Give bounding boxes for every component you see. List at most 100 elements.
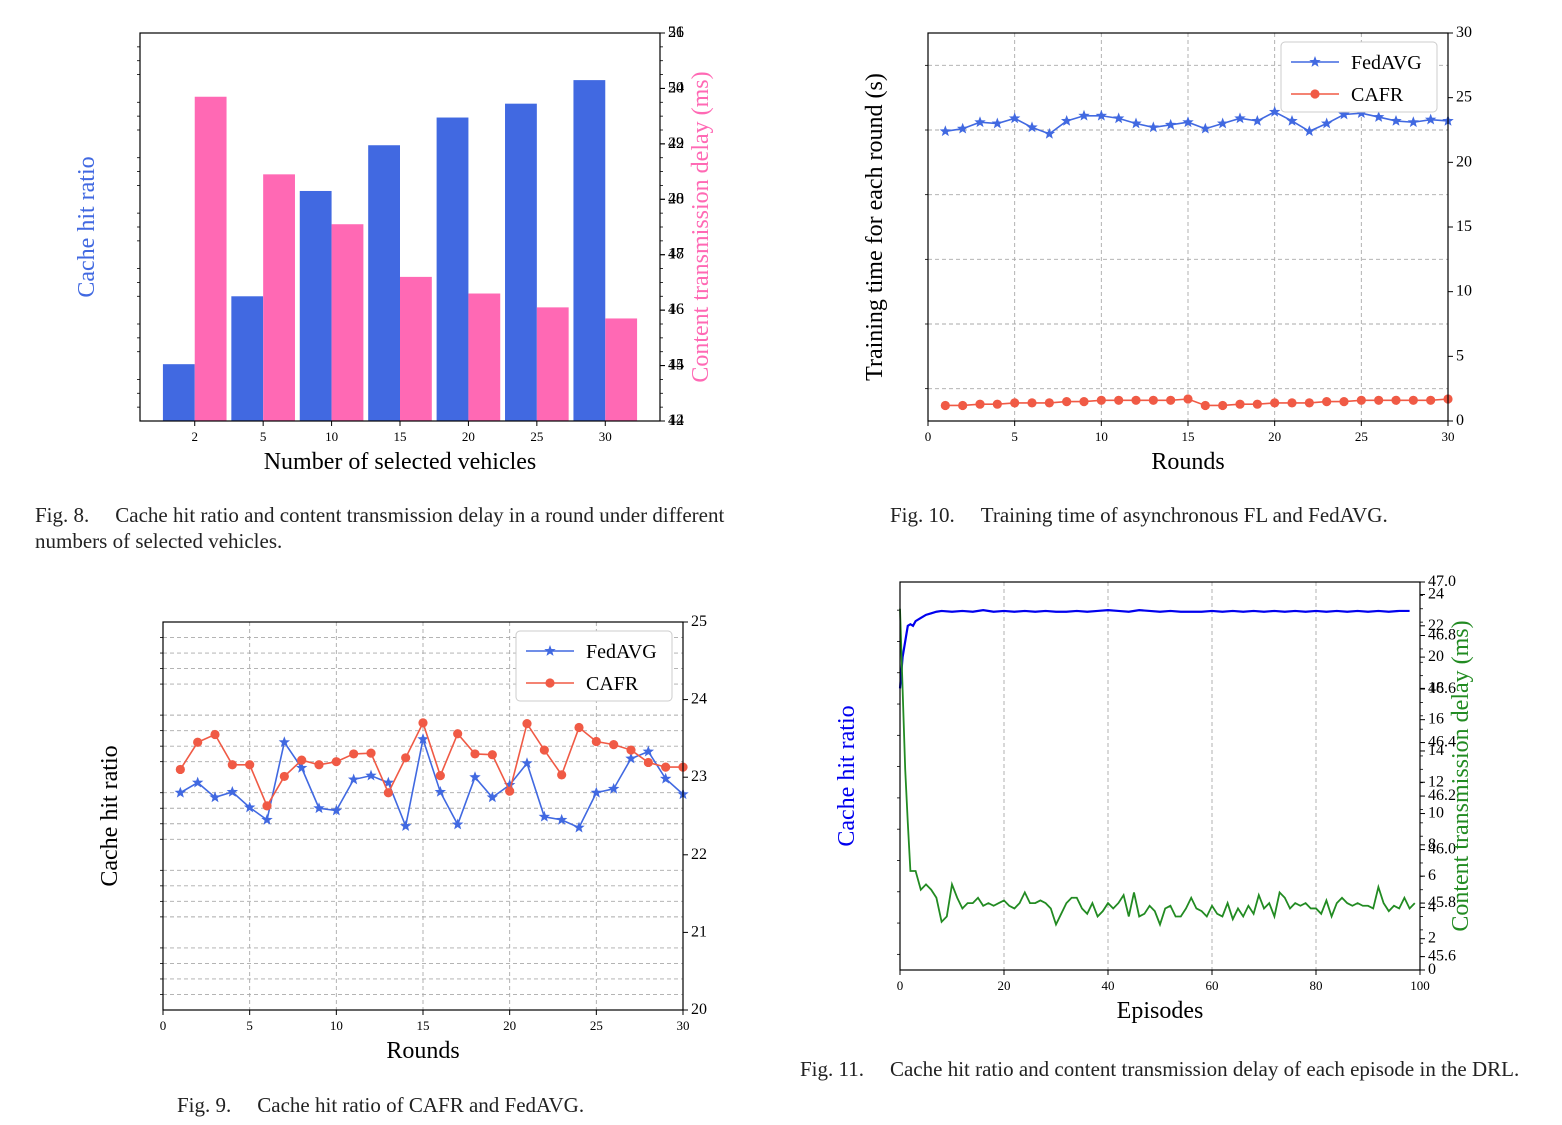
fig8-x-tick: 2	[191, 421, 198, 444]
fig11-y-right-tick-label: 14	[1428, 742, 1444, 759]
fig8-x-tick: 5	[260, 421, 267, 444]
fig8-bar-cache	[231, 296, 264, 421]
fig11-y-tick: 22	[1420, 617, 1444, 634]
fig8-bar-cache	[573, 80, 606, 421]
fig10-point-cafr	[1131, 395, 1141, 405]
fig9-point-fedavg	[209, 791, 221, 803]
fig11-caption: Fig. 11. Cache hit ratio and content tran…	[800, 1056, 1540, 1082]
fig8-x-tick-label: 5	[260, 429, 267, 444]
fig8-bar-cache	[505, 103, 537, 422]
fig8-y-right-tick-label: 16	[668, 301, 684, 318]
fig9-point-cafr	[539, 745, 549, 755]
fig11-y-tick: 8	[1420, 836, 1436, 853]
fig10-point-cafr	[1096, 395, 1106, 405]
fig9-point-fedavg	[313, 802, 325, 814]
fig8-bar-cache	[436, 117, 469, 422]
fig10-point-cafr	[992, 399, 1002, 409]
fig11-y-tick: 16	[1420, 711, 1444, 728]
fig10-caption-text: Training time of asynchronous FL and Fed…	[980, 503, 1388, 527]
fig9-x-tick-label: 5	[246, 1018, 253, 1033]
fig11-x-tick-label: 60	[1206, 978, 1219, 993]
fig10-point-fedavg	[1112, 112, 1125, 124]
fig11-y-tick: 20	[1420, 648, 1444, 665]
fig9-point-fedavg	[382, 776, 395, 788]
fig10-point-cafr	[1062, 397, 1072, 407]
fig10-point-cafr	[1322, 397, 1332, 407]
fig9-y-axis-label: Cache hit ratio	[97, 745, 123, 886]
fig9-point-fedavg	[243, 801, 256, 813]
fig9-y-right-tick-label: 21	[691, 923, 707, 940]
fig9-point-cafr	[297, 755, 307, 765]
fig8-x-tick-label: 30	[599, 429, 612, 444]
fig9-point-cafr	[175, 764, 185, 775]
fig10-point-fedavg	[939, 125, 952, 137]
fig9-point-cafr	[227, 760, 237, 770]
fig10-x-tick: 20	[1268, 33, 1281, 444]
fig9-point-fedavg	[469, 771, 481, 783]
fig10-point-fedavg	[1199, 122, 1212, 134]
fig9-point-fedavg	[399, 820, 412, 831]
fig9-point-fedavg	[486, 791, 499, 803]
fig11-x-tick: 80	[1310, 582, 1323, 993]
fig9-x-axis-label: Rounds	[386, 1038, 459, 1064]
fig10-legend-label-fedavg: FedAVG	[1351, 52, 1422, 74]
fig11-y-right-tick-label: 45.6	[1428, 948, 1456, 965]
fig9-y-right-tick-label: 22	[691, 846, 707, 863]
fig11-series-line-cache	[898, 609, 1410, 689]
fig9-point-fedavg	[607, 782, 620, 794]
fig8-y-right-tick-label: 49	[668, 135, 684, 152]
fig10-point-cafr	[1114, 395, 1124, 405]
fig8-y-right-tick-label: 14	[668, 357, 684, 374]
fig10-point-fedavg	[1424, 113, 1437, 125]
fig8-y-right-tick-label: 51	[668, 24, 684, 41]
fig9-point-cafr	[331, 757, 341, 767]
fig9-point-fedavg	[555, 813, 568, 825]
fig11-y-tick: 6	[1420, 867, 1436, 884]
fig9-point-cafr	[557, 770, 567, 780]
fig10-point-cafr	[1235, 399, 1245, 409]
fig10-point-fedavg	[1234, 112, 1246, 124]
fig10-point-fedavg	[1026, 121, 1038, 133]
fig9-point-cafr	[366, 748, 376, 758]
fig11-x-axis-label: Episodes	[1117, 998, 1204, 1024]
fig10-point-cafr	[1270, 398, 1280, 408]
fig10-x-tick-label: 15	[1182, 429, 1195, 444]
fig8-y-tick: 50	[660, 79, 684, 96]
fig9-x-tick-label: 10	[330, 1018, 343, 1033]
fig11-x-tick-label: 100	[1410, 978, 1430, 993]
fig9-y-right-tick-label: 20	[691, 1001, 707, 1018]
fig9-series-line-fedavg	[179, 736, 684, 829]
fig9-legend-label-cafr: CAFR	[586, 673, 639, 695]
fig10-x-tick-label: 10	[1095, 429, 1108, 444]
fig9-x-tick-label: 30	[677, 1018, 690, 1033]
fig9-point-fedavg	[625, 752, 637, 764]
fig9-point-fedavg	[573, 821, 585, 833]
fig10-series-line-cafr	[945, 398, 1449, 407]
fig9-point-fedavg	[538, 810, 551, 822]
fig11-y-right-tick-label: 18	[1428, 679, 1444, 696]
fig8-bar-delay	[468, 293, 501, 421]
fig9-point-cafr	[574, 722, 584, 733]
fig11-y-right-axis-label: Content transmission delay (ms)	[1448, 620, 1474, 931]
fig9-caption-label: Fig. 9.	[177, 1093, 232, 1117]
fig9-point-cafr	[435, 771, 445, 781]
fig11-y-right-tick-label: 16	[1428, 711, 1444, 728]
fig11-plot-frame	[899, 581, 1421, 971]
fig10-point-fedavg	[1078, 109, 1090, 121]
fig10-x-axis-label: Rounds	[1151, 449, 1224, 475]
fig8-x-tick-label: 20	[462, 429, 475, 444]
fig10-point-fedavg	[1251, 114, 1264, 126]
fig10-x-tick-label: 0	[925, 429, 932, 444]
fig10-point-fedavg	[1182, 116, 1194, 128]
fig8-bar-delay	[194, 96, 227, 421]
fig8-y-right-tick-label: 50	[668, 79, 684, 96]
fig9-y-right-tick-label: 24	[691, 691, 707, 708]
fig11-y-right-tick-label: 8	[1428, 836, 1436, 853]
fig10-point-cafr	[1166, 395, 1176, 405]
fig10-x-tick-label: 30	[1442, 429, 1455, 444]
fig10-series-line-fedavg	[945, 110, 1449, 135]
fig9-legend-marker-fedavg	[544, 645, 556, 656]
fig8-bar-delay	[331, 224, 364, 421]
fig9-x-tick-label: 20	[503, 1018, 516, 1033]
